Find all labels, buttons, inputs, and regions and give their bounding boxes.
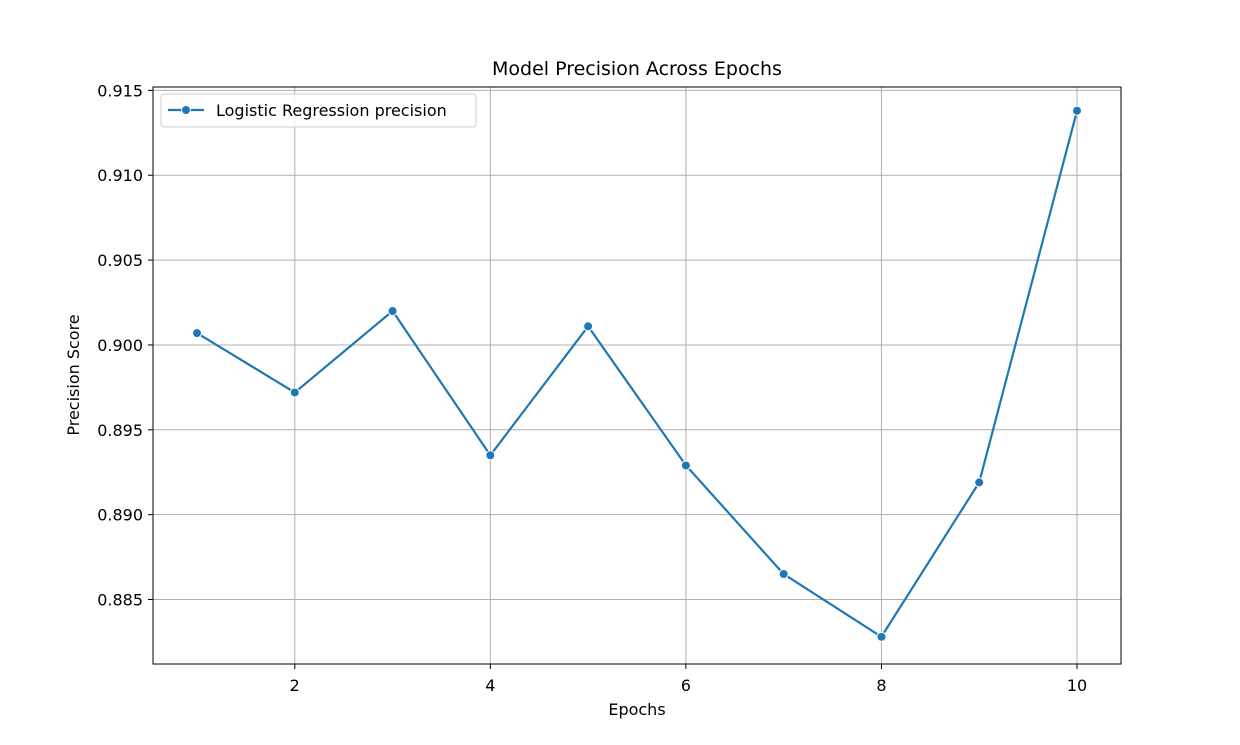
- y-axis-label: Precision Score: [64, 314, 83, 435]
- legend-series-label: Logistic Regression precision: [216, 101, 447, 120]
- legend-box: [160, 93, 477, 128]
- data-point: [387, 306, 398, 317]
- y-tick-label: 0.890: [97, 506, 143, 525]
- x-axis-label: Epochs: [608, 700, 665, 719]
- x-tick-label: 10: [1067, 676, 1087, 695]
- data-point: [192, 328, 202, 339]
- y-tick-label: 0.900: [97, 336, 143, 355]
- y-tick-label: 0.910: [97, 166, 143, 185]
- data-point: [974, 477, 985, 488]
- data-point: [1072, 105, 1082, 116]
- legend: Logistic Regression precision: [160, 93, 477, 128]
- x-tick-label: 4: [485, 676, 495, 695]
- series-line: [196, 110, 1079, 638]
- legend-series-marker: [181, 105, 191, 115]
- data-point: [289, 387, 300, 398]
- series-layer: [192, 105, 1082, 642]
- axis-ticks: 2 4 6 8 10 0.885 0.890 0.895 0.900 0.905 0.910 0.91…: [97, 81, 1087, 695]
- plot-area-frame: [152, 86, 1122, 665]
- data-point: [680, 460, 691, 471]
- y-tick-label: 0.895: [97, 421, 143, 440]
- data-point: [485, 450, 496, 461]
- y-tick-label: 0.905: [97, 251, 143, 270]
- data-point: [778, 569, 789, 580]
- x-tick-label: 6: [681, 676, 691, 695]
- y-tick-label: 0.885: [97, 591, 143, 610]
- chart-title: Model Precision Across Epochs: [492, 58, 782, 80]
- data-point: [583, 321, 594, 332]
- x-tick-label: 8: [876, 676, 886, 695]
- data-point: [876, 631, 887, 642]
- x-tick-label: 2: [290, 676, 300, 695]
- y-tick-label: 0.915: [97, 81, 143, 100]
